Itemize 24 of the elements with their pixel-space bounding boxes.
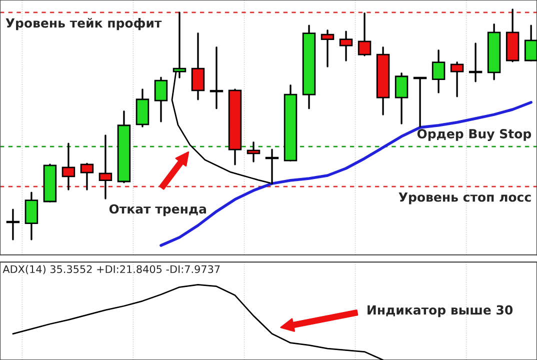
candlestick [394, 72, 408, 124]
candlestick [80, 162, 94, 190]
annotation: Индикатор выше 30 [368, 305, 513, 318]
candlestick [524, 24, 537, 62]
candlestick [413, 76, 427, 128]
candlestick [246, 142, 260, 162]
candlestick [24, 192, 38, 240]
text: ADX(14) 35.3552 +DI:21.8405 -DI:7.9737 [2, 265, 220, 274]
candlestick [468, 42, 482, 82]
candlestick [358, 12, 372, 56]
candlestick [6, 208, 20, 240]
candlestick [432, 50, 446, 94]
ref-line-label: Уровень стоп лосс [398, 192, 531, 204]
candlestick [62, 142, 76, 190]
candlestick [320, 30, 334, 68]
ref-line-label: Ордер Buy Stop [417, 129, 532, 141]
annotation: Откат тренда [109, 204, 206, 216]
candlestick [191, 32, 205, 100]
ref-line-label: Уровень тейк профит [6, 18, 162, 30]
candlestick [154, 76, 168, 122]
candlestick [98, 134, 112, 200]
candlestick [339, 30, 353, 62]
candlestick [450, 62, 464, 98]
candlestick [210, 46, 224, 110]
